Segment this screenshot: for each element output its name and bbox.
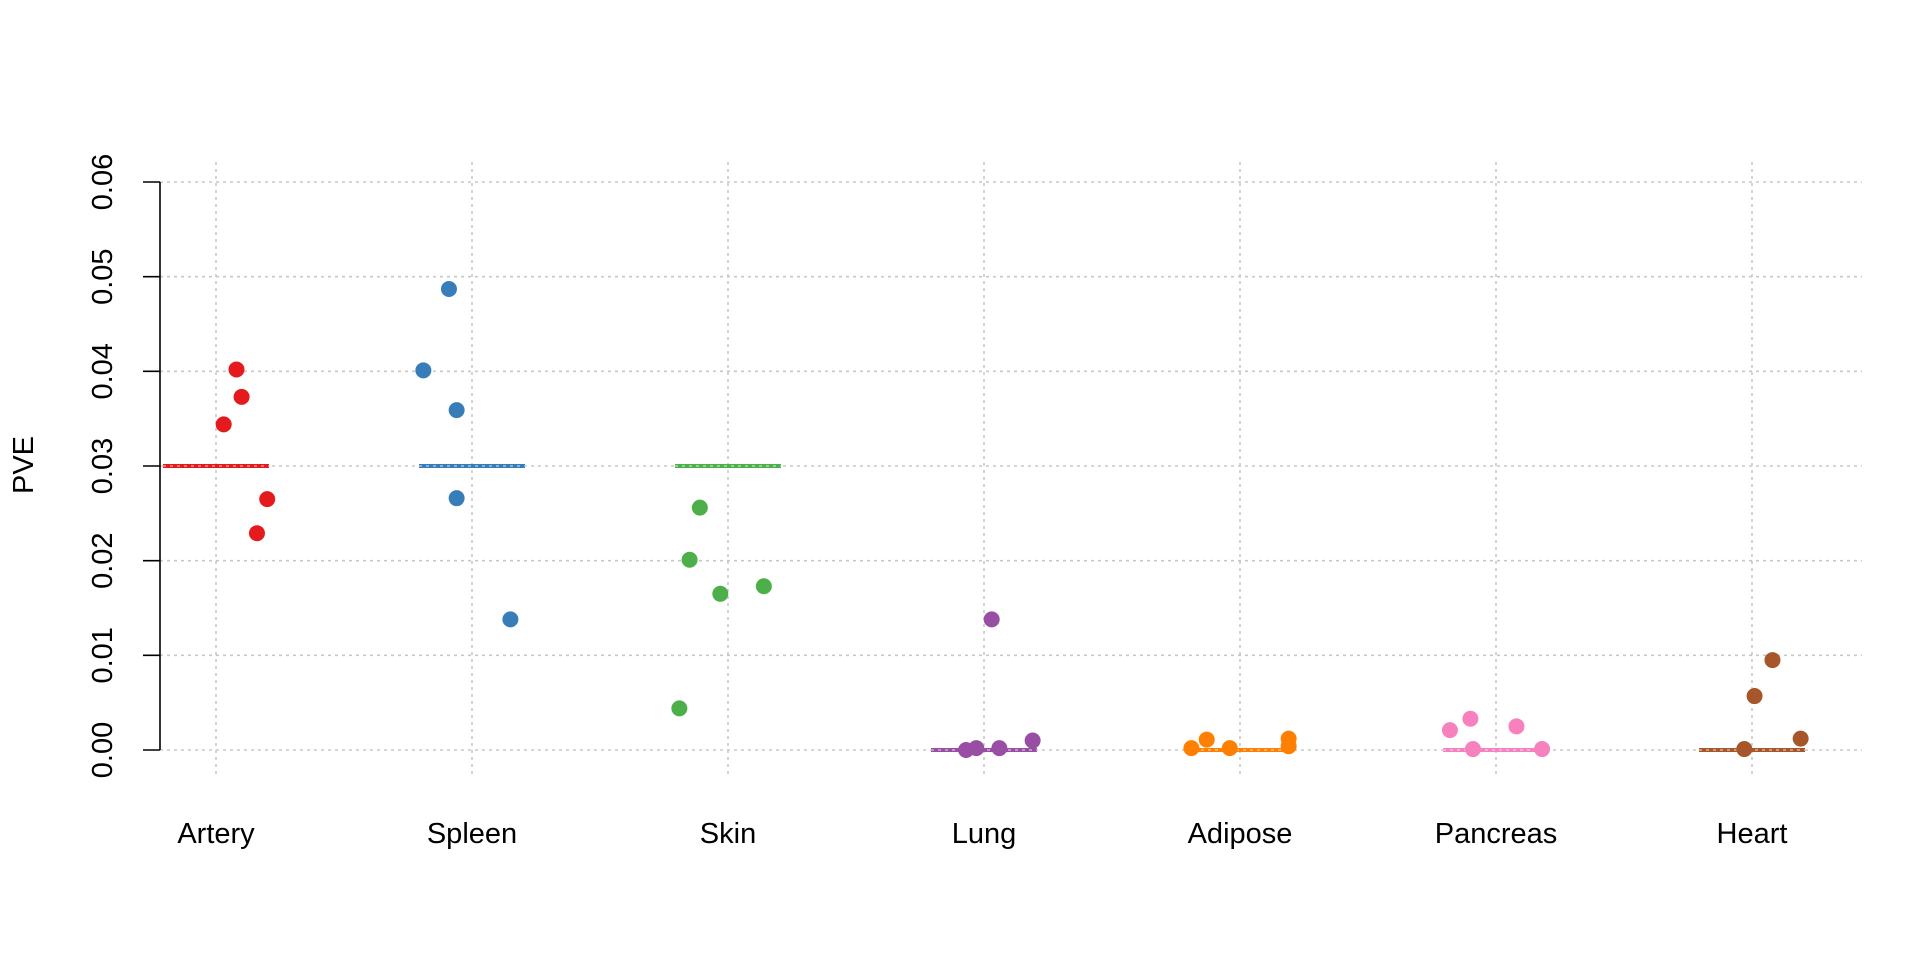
data-point-spleen: [448, 402, 465, 419]
data-point-heart: [1792, 730, 1809, 747]
category-label-lung: Lung: [952, 818, 1017, 850]
data-point-artery: [233, 388, 250, 405]
data-point-artery: [228, 361, 245, 378]
data-point-lung: [983, 611, 1000, 628]
data-point-heart: [1736, 741, 1753, 758]
median-lines: [163, 464, 1805, 752]
data-point-heart: [1746, 688, 1763, 705]
data-point-skin: [681, 551, 698, 568]
y-tick-label: 0.02: [87, 532, 119, 588]
data-points: [215, 280, 1809, 758]
data-point-artery: [215, 416, 232, 433]
data-point-lung: [1024, 732, 1041, 749]
data-point-pancreas: [1464, 741, 1481, 758]
y-axis: 0.00 0.01 0.02 0.03 0.04 0.05 0.06: [87, 154, 161, 778]
data-point-pancreas: [1441, 722, 1458, 739]
y-tick-label: 0.06: [87, 154, 119, 210]
data-point-skin: [671, 700, 688, 717]
data-point-artery: [259, 491, 276, 508]
data-point-spleen: [415, 362, 432, 379]
y-tick-label: 0.05: [87, 248, 119, 304]
data-point-skin: [712, 585, 729, 602]
data-point-skin: [691, 499, 708, 516]
category-label-heart: Heart: [1717, 818, 1788, 850]
data-point-pancreas: [1508, 718, 1525, 735]
data-point-artery: [248, 525, 265, 542]
category-label-skin: Skin: [700, 818, 756, 850]
data-point-adipose: [1198, 731, 1215, 748]
data-point-adipose: [1221, 740, 1238, 757]
category-label-spleen: Spleen: [427, 818, 517, 850]
y-tick-label: 0.04: [87, 343, 119, 399]
data-point-lung: [991, 740, 1008, 757]
category-labels: Artery Spleen Skin Lung Adipose Pancreas Heart: [177, 818, 1787, 850]
grid-lines: [160, 162, 1862, 775]
data-point-pancreas: [1462, 710, 1479, 727]
data-point-spleen: [440, 280, 457, 297]
data-point-spleen: [448, 490, 465, 507]
y-tick-label: 0.00: [87, 722, 119, 778]
category-label-artery: Artery: [177, 818, 255, 850]
data-point-adipose: [1280, 738, 1297, 755]
data-point-spleen: [502, 611, 519, 628]
data-point-adipose: [1183, 740, 1200, 757]
category-label-pancreas: Pancreas: [1435, 818, 1558, 850]
data-point-lung: [968, 740, 985, 757]
data-point-heart: [1764, 652, 1781, 669]
y-tick-label: 0.03: [87, 438, 119, 494]
y-axis-title: PVE: [8, 436, 40, 494]
y-tick-label: 0.01: [87, 627, 119, 683]
data-point-pancreas: [1534, 741, 1551, 758]
data-point-skin: [755, 578, 772, 595]
category-label-adipose: Adipose: [1188, 818, 1293, 850]
